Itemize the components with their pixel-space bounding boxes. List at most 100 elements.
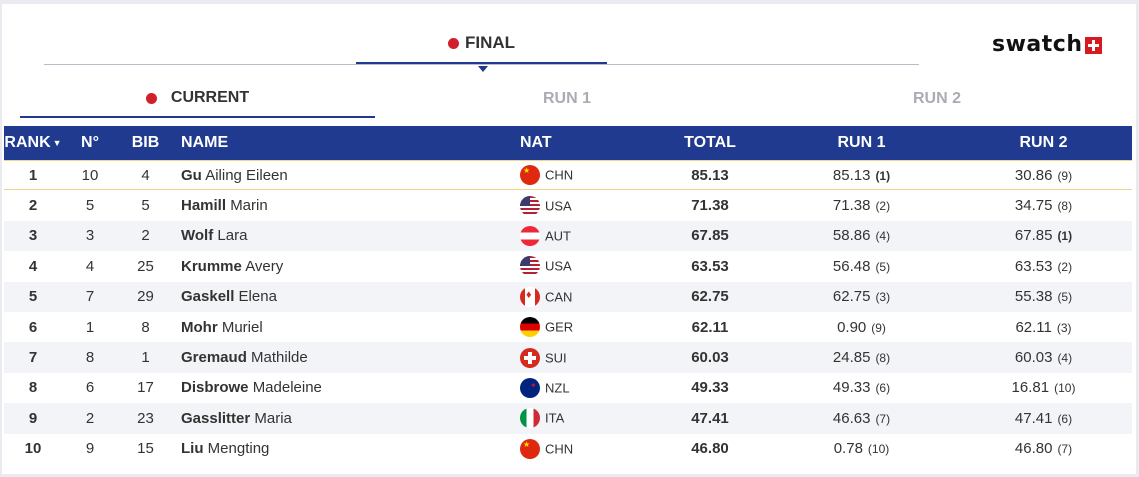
total-score-cell: 46.80 xyxy=(691,440,729,458)
nation-cell: CAN xyxy=(506,282,652,312)
athlete-last-name: Mohr xyxy=(181,318,218,336)
run1-position: (9) xyxy=(871,320,886,335)
run1-score-cell: 0.90 (9) xyxy=(768,312,955,342)
start-number-cell: 6 xyxy=(85,379,95,397)
nation-cell: SUI xyxy=(506,342,652,372)
column-header-no: N° xyxy=(81,134,99,151)
rank-header-label: RANK xyxy=(4,134,51,151)
table-row[interactable]: 5 7 29 Gaskell Elena CAN 62.75 62.75 (3) 55.38 (5… xyxy=(4,281,1132,312)
table-row[interactable]: 4 4 25 Krumme Avery USA 63.53 56.48 (5) 63.53 (2) xyxy=(4,251,1132,282)
run1-score-cell: 56.48 (5) xyxy=(768,251,955,281)
tab-final-label: FINAL xyxy=(464,33,516,52)
swatch-logo-text: swatch xyxy=(992,32,1083,57)
results-table: RANK ▼ N° BIB NAME NAT TOTAL RUN 1 RUN 2 … xyxy=(4,126,1132,464)
nation-code: AUT xyxy=(545,228,571,244)
run2-position: (1) xyxy=(1057,229,1073,244)
run1-position: (7) xyxy=(875,411,891,426)
live-dot-icon xyxy=(447,37,459,49)
athlete-last-name: Gu xyxy=(181,166,202,184)
run1-position: (5) xyxy=(875,259,891,274)
start-number-cell: 8 xyxy=(85,349,95,367)
nation-cell: ITA xyxy=(506,403,652,433)
start-number-cell: 4 xyxy=(85,257,95,275)
athlete-first-name: Avery xyxy=(245,257,284,275)
tab-run-2[interactable]: RUN 2 xyxy=(912,90,961,107)
athlete-name-cell: Gasslitter Maria xyxy=(173,403,506,433)
run1-score-cell: 85.13 (1) xyxy=(768,160,955,190)
athlete-last-name: Wolf xyxy=(181,227,214,245)
run1-score-cell: 58.86 (4) xyxy=(768,221,955,251)
total-score-cell: 62.11 xyxy=(691,318,729,336)
tab-run-1[interactable]: RUN 1 xyxy=(542,90,591,107)
bib-cell: 15 xyxy=(137,440,154,458)
flag-ger-icon xyxy=(520,317,540,338)
table-row[interactable]: 2 5 5 Hamill Marin USA 71.38 71.38 (2) 34.75 (8) xyxy=(4,190,1132,221)
table-row[interactable]: 6 1 8 Mohr Muriel GER 62.11 0.90 (9) 62.11 (3) xyxy=(4,311,1132,343)
run2-score-cell: 46.80 (7) xyxy=(955,434,1132,464)
run2-score: 67.85 xyxy=(1014,227,1053,245)
athlete-last-name: Disbrowe xyxy=(181,379,249,397)
run2-score: 46.80 xyxy=(1014,440,1053,458)
total-score-cell: 62.75 xyxy=(691,288,729,306)
start-number-cell: 3 xyxy=(85,227,95,245)
athlete-last-name: Hamill xyxy=(181,197,227,215)
table-row[interactable]: 1 10 4 Gu Ailing Eileen CHN 85.13 85.13 (1) 30.8… xyxy=(4,160,1132,191)
run1-position: (1) xyxy=(875,168,891,183)
run1-score-cell: 0.78 (10) xyxy=(768,434,955,464)
column-header-total: TOTAL xyxy=(684,134,736,151)
athlete-first-name: Mathilde xyxy=(251,349,308,367)
total-score-cell: 47.41 xyxy=(691,409,729,427)
run2-score-cell: 67.85 (1) xyxy=(955,221,1132,251)
table-row[interactable]: 10 9 15 Liu Mengting CHN 46.80 0.78 (10) 46.80 (7… xyxy=(4,433,1132,464)
run2-score: 16.81 xyxy=(1011,379,1050,397)
athlete-first-name: Ailing Eileen xyxy=(205,166,288,184)
run1-position: (6) xyxy=(875,381,891,396)
run2-score-cell: 34.75 (8) xyxy=(955,190,1132,220)
run2-score: 62.11 xyxy=(1015,318,1052,336)
bib-cell: 23 xyxy=(137,409,154,427)
run1-score-cell: 46.63 (7) xyxy=(768,403,955,433)
run1-score: 71.38 xyxy=(832,197,871,215)
table-row[interactable]: 3 3 2 Wolf Lara AUT 67.85 58.86 (4) 67.85 (1) xyxy=(4,220,1132,252)
tab-final-underline xyxy=(356,62,607,65)
athlete-name-cell: Gaskell Elena xyxy=(173,282,506,312)
table-row[interactable]: 8 6 17 Disbrowe Madeleine NZL 49.33 49.33 (6) 16… xyxy=(4,372,1132,404)
tab-final[interactable]: FINAL xyxy=(356,28,607,72)
start-number-cell: 9 xyxy=(85,440,95,458)
nation-cell: USA xyxy=(506,190,652,220)
table-row[interactable]: 9 2 23 Gasslitter Maria ITA 47.41 46.63 (7) 47.4… xyxy=(4,403,1132,434)
table-row[interactable]: 7 8 1 Gremaud Mathilde SUI 60.03 24.85 (8) 60.03… xyxy=(4,342,1132,373)
run2-score: 55.38 xyxy=(1014,288,1053,306)
bib-cell: 2 xyxy=(141,227,150,245)
run2-score-cell: 47.41 (6) xyxy=(955,403,1132,433)
start-number-cell: 2 xyxy=(85,409,95,427)
run2-position: (3) xyxy=(1056,320,1072,335)
tabs-divider xyxy=(44,64,919,65)
run1-position: (4) xyxy=(875,229,891,244)
rank-cell: 10 xyxy=(24,440,42,458)
rank-cell: 2 xyxy=(28,197,38,215)
athlete-name-cell: Hamill Marin xyxy=(173,190,506,220)
total-score-cell: 49.33 xyxy=(691,379,729,397)
run1-position: (10) xyxy=(867,442,890,457)
bib-cell: 5 xyxy=(141,197,150,215)
rank-cell: 3 xyxy=(28,227,38,245)
start-number-cell: 1 xyxy=(85,318,95,336)
start-number-cell: 5 xyxy=(85,197,95,215)
tab-current[interactable]: CURRENT xyxy=(20,84,375,118)
run1-position: (2) xyxy=(875,199,891,214)
run1-score: 49.33 xyxy=(832,379,871,397)
start-number-cell: 10 xyxy=(81,166,99,184)
column-header-rank[interactable]: RANK ▼ xyxy=(4,126,62,160)
sort-down-icon: ▼ xyxy=(52,137,62,148)
athlete-name-cell: Gu Ailing Eileen xyxy=(173,160,506,190)
flag-chn-icon xyxy=(520,165,540,186)
athlete-name-cell: Wolf Lara xyxy=(173,221,506,251)
tab-final-label-wrap: FINAL xyxy=(447,33,516,53)
tab-current-label-wrap: CURRENT xyxy=(145,89,249,107)
column-header-run2: RUN 2 xyxy=(1019,134,1068,151)
nation-cell: CHN xyxy=(506,434,652,464)
total-score-cell: 60.03 xyxy=(691,349,729,367)
rank-cell: 8 xyxy=(28,379,38,397)
column-header-bib: BIB xyxy=(131,134,160,151)
